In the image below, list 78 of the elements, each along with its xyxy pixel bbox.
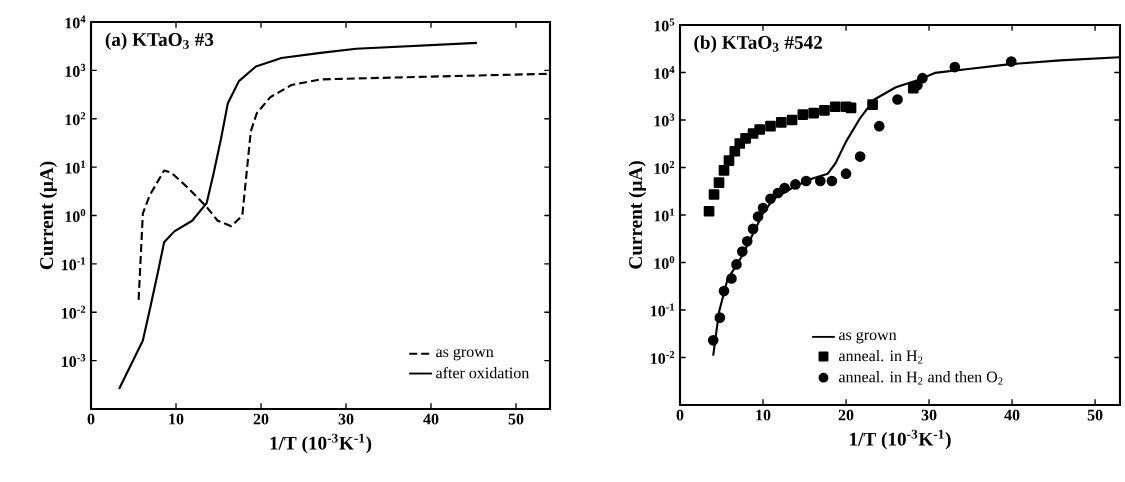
y-tick-label: 10$^{3}$ bbox=[654, 113, 675, 127]
x-tick-label: 20 bbox=[253, 413, 269, 425]
legend-label: after oxidation bbox=[436, 366, 530, 379]
point bbox=[819, 104, 830, 116]
point bbox=[867, 99, 878, 111]
point bbox=[726, 273, 737, 284]
point bbox=[752, 211, 764, 222]
point bbox=[765, 120, 776, 132]
point bbox=[775, 117, 787, 128]
x-tick-label: 30 bbox=[921, 409, 937, 421]
point bbox=[765, 193, 776, 205]
x-tick-label: 40 bbox=[423, 413, 439, 425]
x-tick-label: 50 bbox=[1087, 409, 1103, 421]
point bbox=[741, 235, 753, 247]
y-axis-title: Current (μA) bbox=[628, 161, 646, 269]
point bbox=[772, 187, 784, 199]
legend-label: anneal. in H$_{2}$ bbox=[839, 349, 923, 364]
point bbox=[800, 175, 812, 187]
chart-title: (b) KTaO$_{3}$ #542 bbox=[694, 35, 822, 53]
point bbox=[747, 223, 759, 235]
point bbox=[797, 109, 809, 120]
y-tick-label: 10$^{1}$ bbox=[65, 160, 86, 174]
x-tick-label: 20 bbox=[838, 409, 854, 421]
text: (a) KTaO$_{3}$ #3 bbox=[105, 32, 214, 50]
y-tick-label: 10$^{-2}$ bbox=[651, 350, 675, 364]
x-axis-title: 1/T (10$^{-3}$K$^{-1}$) bbox=[270, 433, 372, 454]
point bbox=[845, 102, 857, 114]
point bbox=[713, 177, 725, 188]
x-tick-label: 10 bbox=[169, 413, 184, 425]
point bbox=[829, 101, 841, 113]
point bbox=[708, 189, 720, 200]
y-tick-label: 10$^{2}$ bbox=[654, 160, 675, 174]
point bbox=[808, 107, 819, 119]
y-tick-label: 10$^{1}$ bbox=[654, 208, 675, 222]
point bbox=[736, 246, 748, 257]
y-tick-label: 10$^{4}$ bbox=[654, 66, 675, 79]
y-tick-label: 10$^{3}$ bbox=[65, 63, 86, 77]
y-tick-label: 10$^{-3}$ bbox=[62, 354, 86, 368]
y-tick-label: 10$^{4}$ bbox=[65, 15, 86, 29]
point bbox=[1005, 56, 1017, 67]
y-axis-title: Current (μA) bbox=[39, 161, 57, 270]
y-tick-label: 10$^{2}$ bbox=[65, 112, 86, 126]
point bbox=[892, 94, 903, 105]
y-tick-label: 10$^{0}$ bbox=[65, 208, 86, 223]
point bbox=[949, 61, 961, 73]
y-tick-label: 10$^{-2}$ bbox=[62, 305, 86, 319]
point bbox=[731, 259, 742, 270]
point bbox=[790, 179, 801, 190]
x-axis-title: 1/T (10$^{-3}$K$^{-1}$) bbox=[850, 429, 951, 450]
point bbox=[703, 205, 715, 217]
x-tick-label: 10 bbox=[756, 409, 771, 421]
x-tick-label: 50 bbox=[508, 413, 524, 425]
x-tick-label: 40 bbox=[1004, 409, 1020, 421]
point bbox=[917, 72, 928, 84]
point bbox=[840, 168, 852, 180]
legend-label: as grown bbox=[436, 348, 494, 361]
point bbox=[814, 175, 826, 187]
x-tick-label: 0 bbox=[87, 413, 95, 425]
point bbox=[854, 151, 866, 162]
point bbox=[826, 175, 838, 187]
x-tick-label: 30 bbox=[338, 413, 354, 425]
point bbox=[757, 202, 769, 214]
point bbox=[779, 182, 790, 194]
point bbox=[714, 312, 726, 323]
legend-label: anneal. in H$_{2}$ and then O$_{2}$ bbox=[839, 371, 1003, 385]
point bbox=[718, 285, 730, 297]
point bbox=[707, 334, 719, 346]
y-tick-label: 10$^{-1}$ bbox=[62, 257, 86, 271]
x-tick-label: 0 bbox=[676, 409, 684, 421]
legend-label: as grown bbox=[839, 331, 897, 344]
point bbox=[754, 124, 766, 135]
point bbox=[723, 155, 735, 166]
point bbox=[718, 165, 730, 176]
y-tick-label: 10$^{5}$ bbox=[654, 18, 675, 32]
point bbox=[786, 114, 798, 126]
y-tick-label: 10$^{0}$ bbox=[654, 255, 675, 270]
y-tick-label: 10$^{-1}$ bbox=[651, 303, 675, 317]
point bbox=[873, 120, 885, 132]
